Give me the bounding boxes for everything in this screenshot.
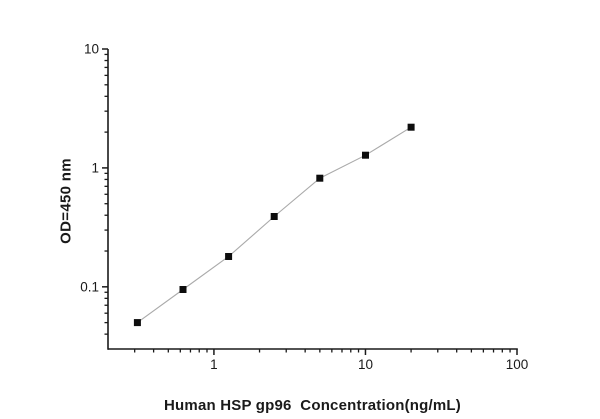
y-tick-label: 1 [91, 160, 99, 175]
y-tick-label: 0.1 [80, 279, 99, 294]
data-point-marker [179, 286, 187, 293]
data-point-marker [225, 253, 233, 260]
x-tick-label: 10 [358, 357, 373, 372]
standard-curve-line [137, 126, 412, 324]
data-point-marker [316, 174, 324, 182]
x-tick-label: 100 [506, 357, 529, 372]
data-point-marker [362, 151, 369, 159]
x-axis-title: Human HSP gp96 Concentration(ng/mL) [164, 397, 461, 414]
y-axis-title: OD=450 nm [57, 158, 75, 244]
data-point-marker [133, 319, 141, 327]
x-tick-label: 1 [210, 357, 218, 372]
data-point-marker [270, 213, 278, 220]
data-point-marker [407, 123, 415, 131]
y-tick-label: 10 [84, 42, 99, 57]
